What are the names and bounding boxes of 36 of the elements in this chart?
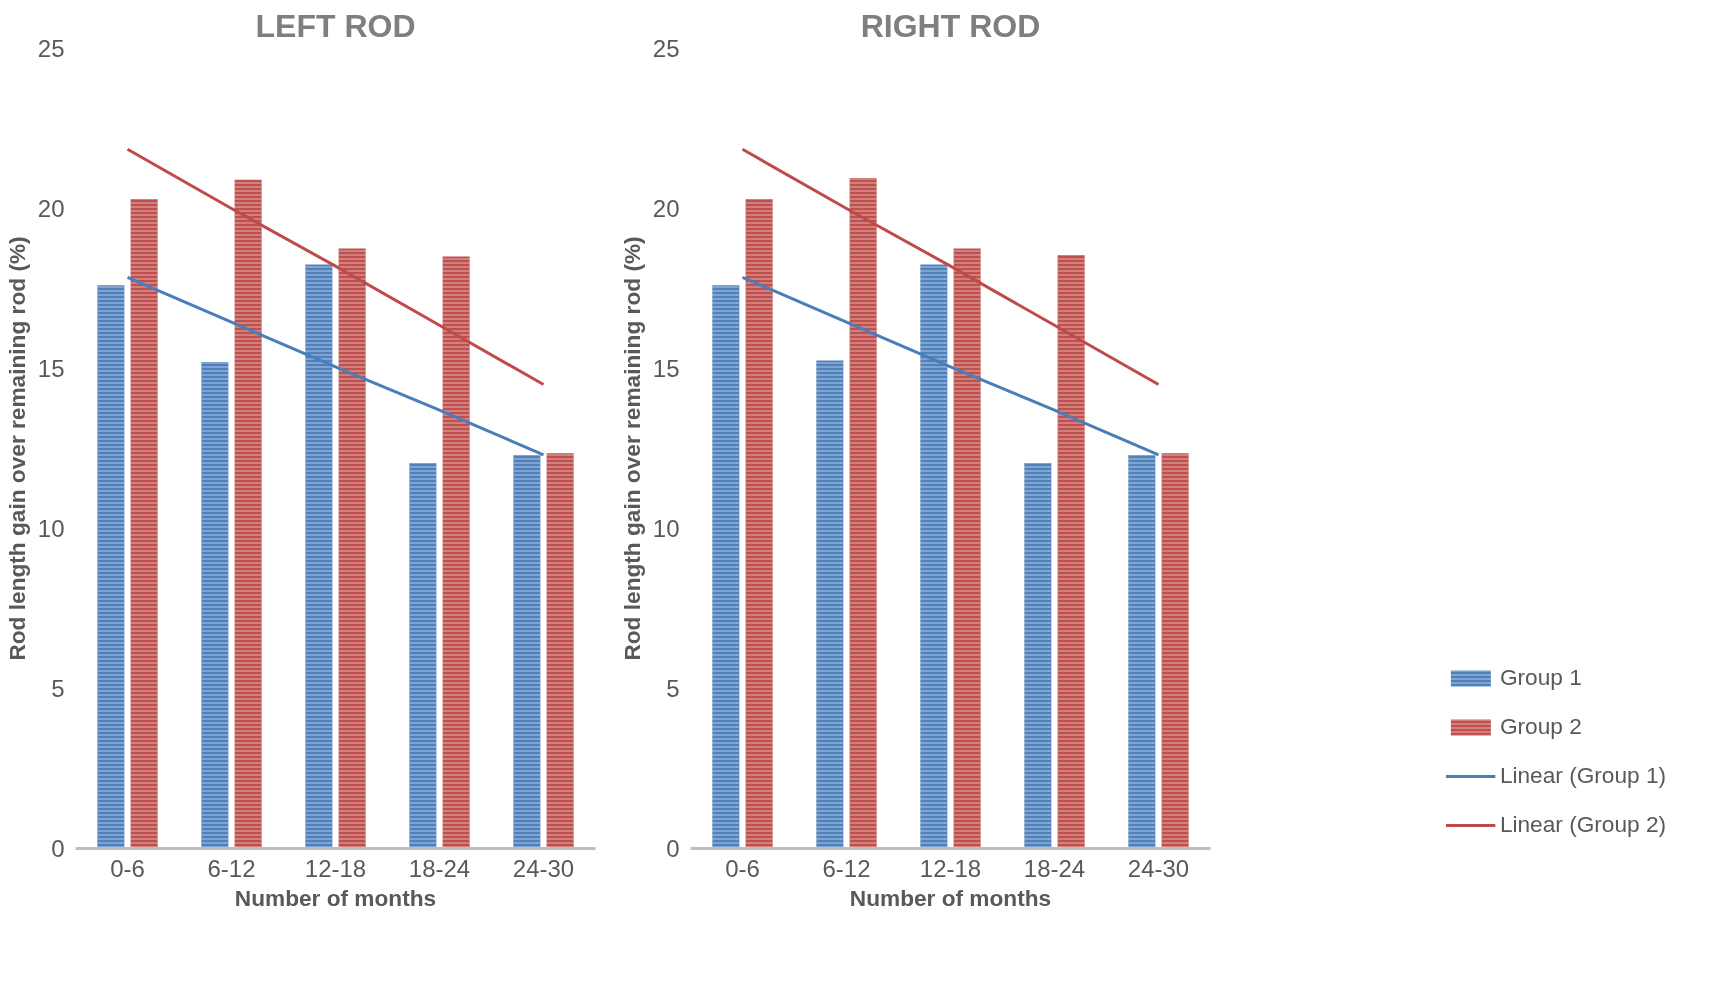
y-tick-label: 25 [37,35,65,62]
x-tick-label: 24-30 [1127,854,1190,882]
x-tick-label: 18-24 [408,854,471,882]
x-tick-label: 0-6 [725,854,760,882]
x-tick-label: 24-30 [512,854,575,882]
line-series [126,147,545,386]
y-tick-label: 5 [51,675,65,702]
y-tick-label: 20 [652,195,680,222]
chart-title: LEFT ROD [255,7,416,44]
line-series [126,275,545,457]
y-axis-title: Rod length gain over remaining rod (%) [3,236,30,661]
x-tick-label: 6-12 [207,854,256,882]
x-tick-label: 18-24 [1023,854,1086,882]
legend-label: Group 1 [1499,664,1582,691]
line-series [741,275,1160,457]
legend-label: Linear (Group 2) [1499,811,1667,838]
y-tick-label: 0 [51,835,65,862]
y-tick-label: 5 [666,675,680,702]
x-tick-label: 6-12 [822,854,871,882]
y-axis-title: Rod length gain over remaining rod (%) [618,236,645,661]
y-tick-label: 15 [37,355,65,382]
legend-label: Group 2 [1499,713,1582,740]
y-tick-label: 20 [37,195,65,222]
x-tick-label: 0-6 [110,854,145,882]
y-tick-label: 25 [652,35,680,62]
x-tick-label: 12-18 [304,854,367,882]
y-tick-label: 10 [37,515,65,542]
x-tick-label: 12-18 [919,854,982,882]
chart-title: RIGHT ROD [860,7,1041,44]
y-tick-label: 10 [652,515,680,542]
x-axis-title: Number of months [849,884,1052,911]
y-tick-label: 0 [666,835,680,862]
line-series [741,147,1160,386]
y-tick-label: 15 [652,355,680,382]
x-axis-title: Number of months [234,884,437,911]
legend-label: Linear (Group 1) [1499,762,1667,789]
